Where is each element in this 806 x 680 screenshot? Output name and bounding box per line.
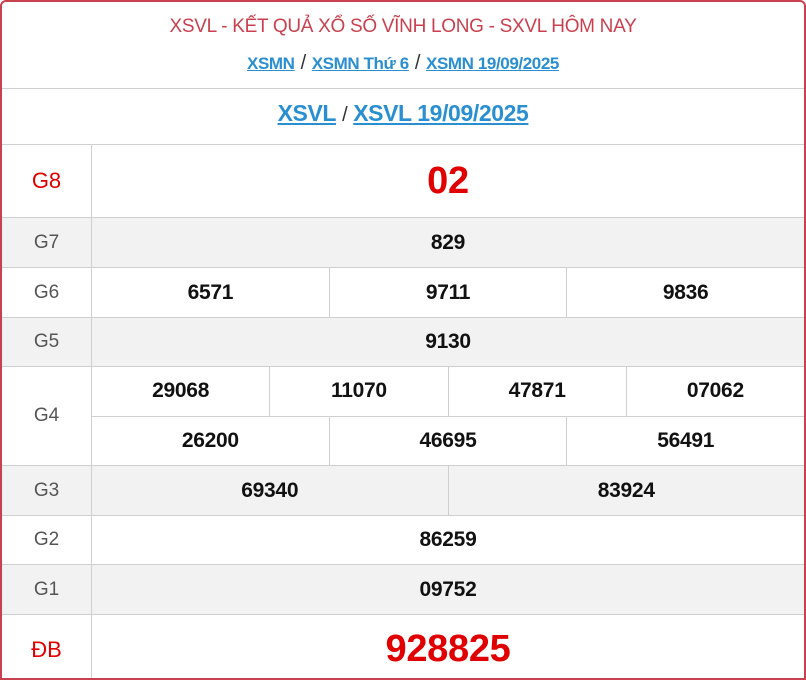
sub-header: XSVL / XSVL 19/09/2025	[2, 88, 804, 144]
page-title: XSVL - KẾT QUẢ XỔ SỐ VĨNH LONG - SXVL HÔ…	[169, 16, 637, 37]
prize-label: G1	[2, 565, 92, 614]
separator: /	[342, 104, 348, 126]
prize-row-g1: G1 09752	[2, 564, 804, 614]
prize-number: 07062	[625, 367, 804, 416]
prize-number: 9130	[425, 330, 471, 353]
prize-number: 02	[427, 159, 469, 202]
prize-row-g3: G3 69340 83924	[2, 465, 804, 515]
link-xsmn-thu6[interactable]: XSMN Thứ 6	[311, 54, 410, 73]
prize-row-g4: G4 29068 11070 47871 07062 26200 46695 56491	[2, 366, 804, 465]
prize-number: 09752	[419, 577, 477, 601]
prize-number: 47871	[447, 367, 626, 416]
prize-label: G6	[2, 268, 92, 317]
link-xsmn-date[interactable]: XSMN 19/09/2025	[426, 54, 559, 73]
prize-row-g8: G8 02	[2, 144, 804, 217]
prize-row-g5: G5 9130	[2, 317, 804, 366]
prize-label: G8	[2, 145, 92, 217]
separator: /	[300, 52, 307, 74]
prize-number: 26200	[181, 428, 239, 452]
prize-number: 56491	[566, 416, 804, 465]
prize-number: 6571	[187, 280, 234, 304]
prize-label: G5	[2, 318, 92, 366]
prize-number: 46695	[328, 416, 567, 465]
prize-label: ĐB	[2, 615, 92, 678]
prize-number: 829	[430, 230, 466, 254]
prize-label: G7	[2, 218, 92, 267]
prize-row-g2: G2 86259	[2, 515, 804, 564]
link-xsvl-date[interactable]: XSVL 19/09/2025	[353, 100, 529, 126]
prize-number: 9836	[566, 268, 804, 317]
prize-label: G4	[2, 367, 92, 465]
prize-label: G2	[2, 516, 92, 564]
prize-number: 928825	[385, 628, 511, 670]
prize-number: 86259	[419, 528, 477, 551]
prize-number: 29068	[152, 379, 210, 403]
prize-number: 83924	[447, 466, 805, 515]
prize-number: 11070	[269, 367, 447, 416]
separator: /	[414, 52, 421, 74]
link-xsvl[interactable]: XSVL	[277, 100, 337, 126]
prize-number: 69340	[241, 478, 299, 502]
prize-label: G3	[2, 466, 92, 515]
prize-row-đb: ĐB 928825	[2, 614, 804, 678]
prize-number: 9711	[328, 268, 567, 317]
breadcrumb: XSMN / XSMN Thứ 6/ XSMN 19/09/2025	[2, 52, 804, 75]
prize-row-g7: G7 829	[2, 217, 804, 267]
link-xsmn[interactable]: XSMN	[247, 54, 295, 73]
prize-row-g6: G6 6571 9711 9836	[2, 267, 804, 317]
